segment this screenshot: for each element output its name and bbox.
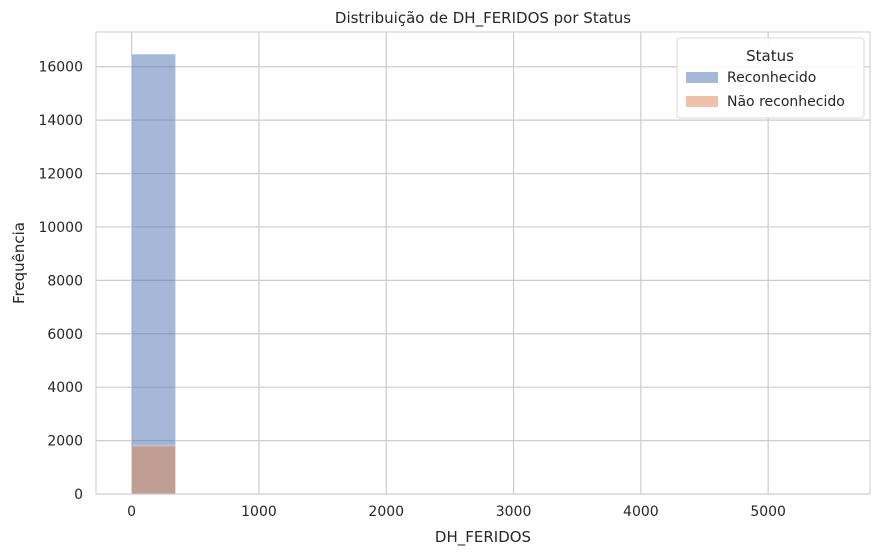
y-tick-label: 6000	[47, 327, 83, 343]
y-tick-label: 2000	[47, 434, 83, 450]
y-tick-label: 4000	[47, 380, 83, 396]
y-axis-label: Frequência	[10, 222, 28, 304]
histogram-bar-reconhecido	[131, 53, 176, 495]
y-tick-label: 10000	[38, 220, 83, 236]
legend-title: Status	[746, 47, 794, 65]
chart-title: Distribuição de DH_FERIDOS por Status	[335, 9, 631, 28]
legend-swatch-reconhecido	[686, 72, 718, 83]
legend-box	[676, 37, 865, 119]
x-tick-label: 5000	[750, 504, 786, 520]
bars-layer	[131, 53, 176, 495]
x-tick-label: 0	[127, 504, 136, 520]
x-tick-label: 1000	[241, 504, 277, 520]
legend: Status Reconhecido Não reconhecido	[676, 37, 865, 119]
y-tick-label: 16000	[38, 60, 83, 76]
plot-frame	[95, 31, 871, 495]
y-tick-label: 14000	[38, 113, 83, 129]
x-tick-label: 3000	[496, 504, 532, 520]
x-tick-label: 2000	[368, 504, 404, 520]
grid-layer	[96, 32, 870, 495]
x-axis-label: DH_FERIDOS	[435, 528, 531, 547]
legend-swatch-nao-reconhecido	[686, 96, 718, 107]
x-tick-labels: 0 1000 2000 3000 4000 5000	[127, 504, 786, 520]
y-tick-labels: 0 2000 4000 6000 8000 10000 12000 14000 16000	[38, 60, 83, 503]
y-tick-label: 8000	[47, 273, 83, 289]
x-tick-label: 4000	[623, 504, 659, 520]
legend-label-nao-reconhecido: Não reconhecido	[727, 94, 845, 110]
y-tick-label: 12000	[38, 167, 83, 183]
histogram-bar-nao-reconhecido	[131, 445, 176, 495]
y-tick-label: 0	[74, 487, 83, 503]
legend-label-reconhecido: Reconhecido	[727, 70, 816, 86]
